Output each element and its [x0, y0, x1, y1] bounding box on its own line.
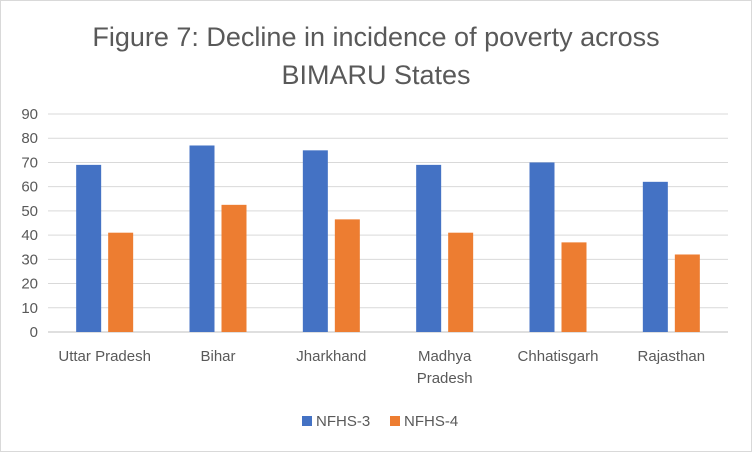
x-tick-label: Madhya: [418, 348, 472, 365]
bar-nfhs-4-rajasthan: [674, 254, 700, 332]
y-tick-label: 30: [21, 251, 38, 268]
y-tick-label: 70: [21, 154, 38, 171]
legend-swatch-nfhs-3: [302, 416, 312, 426]
y-tick-label: 40: [21, 227, 38, 244]
bar-nfhs-4-uttar-pradesh: [108, 232, 134, 332]
chart-title-line-1: Figure 7: Decline in incidence of povert…: [92, 22, 660, 52]
y-tick-label: 50: [21, 203, 38, 220]
bar-nfhs-3-madhya-pradesh: [416, 164, 442, 332]
legend-label-nfhs-4: NFHS-4: [404, 413, 458, 430]
y-tick-label: 90: [21, 106, 38, 123]
x-tick-label: Pradesh: [417, 370, 473, 387]
bar-nfhs-3-rajasthan: [642, 181, 668, 332]
x-axis-labels: Uttar Pradesh Bihar Jharkhand Madhya Pradesh…: [58, 348, 705, 387]
bar-nfhs-3-chhatisgarh: [529, 162, 555, 332]
bar-nfhs-4-madhya-pradesh: [448, 232, 474, 332]
y-tick-label: 80: [21, 130, 38, 147]
gridlines: [48, 113, 728, 333]
y-tick-label: 0: [30, 324, 38, 341]
legend-swatch-nfhs-4: [390, 416, 400, 426]
y-axis-ticks: 0 10 20 30 40 50 60 70 80 90: [21, 106, 38, 341]
chart-title: Figure 7: Decline in incidence of povert…: [0, 18, 752, 94]
bars: [76, 145, 700, 332]
x-tick-label: Jharkhand: [296, 348, 366, 365]
legend-label-nfhs-3: NFHS-3: [316, 413, 370, 430]
bar-nfhs-3-bihar: [189, 145, 215, 332]
y-tick-label: 20: [21, 276, 38, 293]
x-tick-label: Uttar Pradesh: [58, 348, 151, 365]
bar-nfhs-4-jharkhand: [334, 219, 360, 332]
legend: NFHS-3 NFHS-4: [302, 413, 458, 430]
bar-nfhs-4-chhatisgarh: [561, 242, 587, 332]
bar-nfhs-3-uttar-pradesh: [76, 164, 102, 332]
y-tick-label: 60: [21, 179, 38, 196]
bar-nfhs-3-jharkhand: [302, 150, 328, 332]
y-tick-label: 10: [21, 300, 38, 317]
x-tick-label: Rajasthan: [638, 348, 706, 365]
bar-nfhs-4-bihar: [221, 204, 247, 332]
x-tick-label: Chhatisgarh: [518, 348, 599, 365]
x-tick-label: Bihar: [200, 348, 235, 365]
chart-title-line-2: BIMARU States: [281, 60, 471, 90]
